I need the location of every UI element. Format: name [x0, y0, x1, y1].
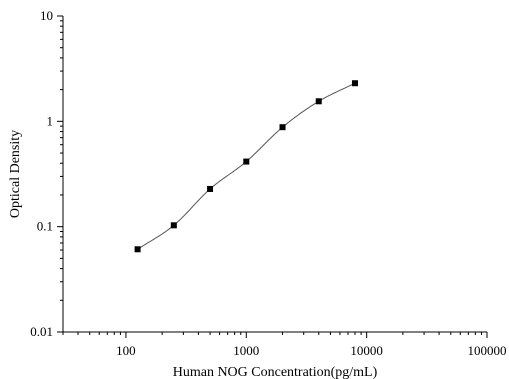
y-tick-label: 0.01 — [30, 324, 53, 339]
x-tick-label: 10000 — [350, 343, 383, 358]
y-tick-label: 10 — [40, 8, 53, 23]
data-point — [243, 158, 250, 165]
y-tick-label: 1 — [47, 113, 54, 128]
y-tick-label: 0.1 — [37, 219, 53, 234]
data-point — [315, 98, 322, 105]
data-points — [134, 80, 358, 253]
y-axis-ticks: 0.01 0.1 1 10 — [30, 8, 63, 339]
y-axis-title: Optical Density — [8, 130, 23, 218]
x-axis-title: Human NOG Concentration(pg/mL) — [173, 365, 378, 379]
axes — [62, 16, 487, 333]
x-tick-label: 100 — [116, 343, 136, 358]
fitted-curve — [137, 82, 356, 250]
data-point — [207, 185, 214, 192]
x-axis-ticks: 100 1000 10000 100000 — [62, 332, 507, 358]
x-tick-label: 100000 — [468, 343, 507, 358]
x-tick-label: 1000 — [233, 343, 259, 358]
data-point — [134, 246, 141, 253]
data-point — [279, 124, 286, 131]
data-point — [170, 222, 177, 229]
data-point — [351, 80, 358, 87]
